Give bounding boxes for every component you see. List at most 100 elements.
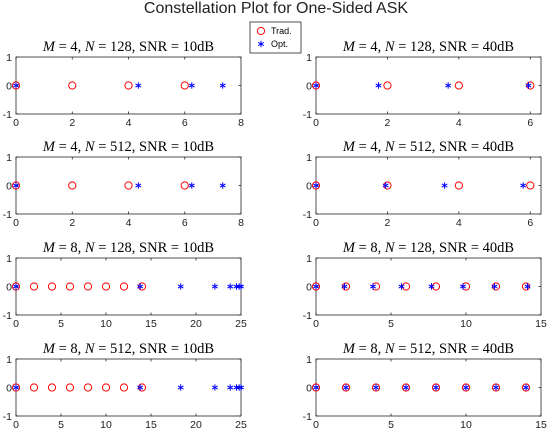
- y-tick-label: 0: [6, 383, 12, 395]
- trad-point: [11, 181, 21, 190]
- y-tick-label: 0: [306, 181, 312, 193]
- opt-point: [137, 384, 144, 391]
- opt-point: [441, 182, 448, 189]
- trad-point: [491, 282, 501, 291]
- trad-point: [371, 383, 381, 392]
- trad-point: [11, 81, 21, 90]
- trad-point: [124, 81, 133, 90]
- trad-point: [119, 383, 129, 392]
- x-tick-label: 8: [238, 217, 244, 229]
- opt-point: [492, 384, 500, 391]
- y-tick-label: -1: [3, 411, 12, 423]
- subplot-title: M = 8, N = 512, SNR = 10dB: [42, 341, 214, 357]
- trad-point: [101, 282, 111, 291]
- x-tick-label: 4: [456, 117, 462, 129]
- opt-point: [312, 182, 320, 189]
- x-tick-label: 2: [385, 217, 391, 229]
- trad-point: [383, 181, 392, 190]
- opt-point: [219, 182, 226, 189]
- subplot-title: M = 4, N = 128, SNR = 10dB: [42, 39, 214, 55]
- opt-point: [312, 82, 320, 89]
- y-tick-label: 0: [6, 282, 12, 294]
- axes-box: [15, 257, 242, 316]
- x-tick-label: 15: [145, 318, 157, 330]
- x-tick-label: 0: [13, 217, 19, 229]
- opt-point: [382, 182, 389, 189]
- trad-point: [83, 383, 93, 392]
- figure-title: Constellation Plot for One-Sided ASK: [143, 0, 409, 17]
- x-tick-label: 10: [460, 318, 472, 330]
- opt-point: [369, 283, 377, 290]
- trad-point: [341, 282, 351, 291]
- trad-point: [68, 181, 77, 190]
- y-tick-label: 0: [6, 181, 12, 193]
- x-tick-label: 0: [313, 419, 319, 431]
- y-tick-label: 0: [6, 81, 12, 93]
- trad-point: [526, 81, 535, 90]
- x-tick-label: 8: [238, 117, 244, 129]
- y-tick-label: 1: [6, 52, 12, 64]
- x-tick-label: 2: [69, 217, 75, 229]
- trad-point: [29, 383, 39, 392]
- axes-box: [15, 56, 242, 115]
- trad-point: [11, 282, 21, 291]
- opt-point: [375, 82, 382, 89]
- trad-point: [180, 81, 189, 90]
- y-tick-label: -1: [303, 109, 312, 121]
- x-tick-label: 6: [182, 217, 188, 229]
- subplot-title: M = 4, N = 512, SNR = 40dB: [342, 139, 514, 155]
- legend-marker-trad: [256, 26, 266, 36]
- legend: Trad. Opt.: [249, 21, 302, 54]
- x-tick-label: 15: [145, 419, 157, 431]
- opt-point: [237, 283, 245, 290]
- trad-point: [68, 81, 77, 90]
- axes-box: [15, 156, 242, 215]
- trad-point: [401, 383, 411, 392]
- axes-box: [315, 257, 542, 316]
- x-tick-label: 5: [58, 419, 64, 431]
- trad-point: [180, 181, 189, 190]
- opt-point: [341, 283, 348, 290]
- opt-point: [525, 82, 532, 89]
- opt-point: [177, 384, 184, 391]
- axes-box: [315, 56, 542, 115]
- legend-marker-opt: [257, 40, 265, 48]
- x-tick-label: 10: [460, 419, 472, 431]
- x-tick-label: 4: [126, 117, 132, 129]
- x-tick-label: 0: [313, 117, 319, 129]
- y-tick-label: -1: [3, 310, 12, 322]
- trad-point: [11, 383, 21, 392]
- x-tick-label: 5: [388, 419, 394, 431]
- trad-point: [454, 181, 463, 190]
- trad-point: [521, 383, 531, 392]
- y-tick-label: -1: [303, 411, 312, 423]
- y-tick-label: 1: [6, 354, 12, 366]
- x-tick-label: 4: [456, 217, 462, 229]
- axes-box: [315, 358, 542, 417]
- x-tick-label: 0: [13, 117, 19, 129]
- opt-point: [432, 384, 440, 391]
- x-tick-label: 4: [126, 217, 132, 229]
- trad-point: [461, 383, 471, 392]
- opt-point: [522, 384, 530, 391]
- subplot-title: M = 8, N = 512, SNR = 40dB: [342, 341, 514, 357]
- opt-point: [428, 283, 435, 290]
- y-tick-label: 0: [306, 81, 312, 93]
- y-tick-label: 1: [6, 152, 12, 164]
- opt-point: [219, 82, 226, 89]
- opt-point: [227, 384, 234, 391]
- opt-point: [227, 283, 234, 290]
- x-tick-label: 5: [58, 318, 64, 330]
- x-tick-label: 25: [235, 419, 247, 431]
- x-tick-label: 25: [235, 318, 247, 330]
- opt-point: [188, 82, 195, 89]
- opt-point: [312, 384, 320, 391]
